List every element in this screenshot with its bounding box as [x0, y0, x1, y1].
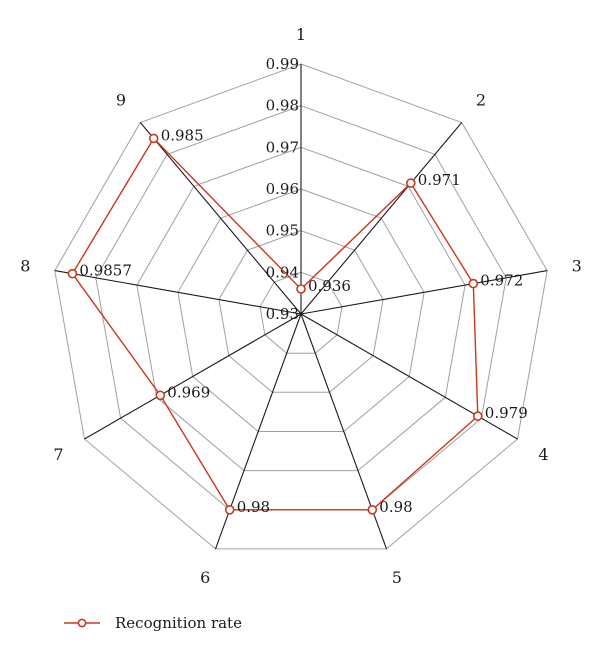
category-label: 6: [200, 568, 210, 587]
radial-tick-label: 0.97: [266, 138, 299, 156]
category-labels: 1 2 3 4 5 6 7 8 9: [20, 25, 582, 587]
series-layer: [67, 133, 483, 515]
radial-tick-labels: 0.93 0.94 0.95 0.96 0.97 0.98 0.99: [266, 55, 299, 323]
radial-tick-label: 0.95: [266, 222, 299, 240]
data-label: 0.98: [237, 498, 270, 516]
data-point: [472, 411, 483, 421]
data-labels: 0.936 0.971 0.972 0.979 0.98 0.98 0.969 0.9857 0…: [79, 126, 527, 515]
grid-ring: [177, 188, 425, 432]
category-label: 3: [572, 256, 582, 275]
radial-tick-label: 0.98: [266, 97, 299, 115]
grid-ring: [136, 146, 466, 472]
data-point: [148, 133, 159, 144]
category-label: 2: [476, 91, 486, 110]
radial-tick-label: 0.99: [266, 55, 299, 73]
data-label: 0.979: [485, 404, 528, 422]
legend-label: Recognition rate: [115, 614, 242, 632]
data-point: [67, 268, 78, 279]
data-label: 0.969: [167, 383, 210, 401]
data-point: [224, 504, 235, 515]
axis-spoke: [54, 270, 302, 315]
axis-spoke: [300, 122, 463, 315]
data-label: 0.971: [418, 171, 461, 189]
axis-spoke: [139, 122, 302, 315]
data-label: 0.9857: [79, 262, 131, 280]
category-label: 1: [296, 25, 306, 44]
legend: Recognition rate: [64, 614, 242, 632]
data-point: [155, 390, 166, 401]
data-label: 0.936: [308, 277, 351, 295]
series-outline: [71, 137, 479, 511]
data-point: [405, 178, 416, 188]
radial-tick-label: 0.96: [266, 180, 299, 198]
category-label: 4: [538, 445, 548, 464]
axis-spoke: [84, 313, 302, 440]
data-point: [296, 284, 306, 294]
category-label: 5: [392, 568, 402, 587]
legend-marker: [77, 618, 87, 628]
category-label: 9: [116, 91, 126, 110]
grid-ring: [54, 63, 548, 550]
grid-ring: [259, 271, 343, 354]
grid-ring: [218, 230, 384, 393]
radial-tick-label: 0.93: [266, 305, 299, 323]
data-label: 0.972: [480, 272, 523, 290]
data-label: 0.98: [379, 498, 412, 516]
data-label: 0.985: [161, 126, 204, 144]
radial-tick-label: 0.94: [266, 263, 299, 281]
data-point: [468, 278, 479, 289]
data-point: [367, 504, 378, 515]
axis-spoke: [300, 270, 548, 315]
category-label: 8: [20, 256, 30, 275]
category-label: 7: [53, 445, 63, 464]
